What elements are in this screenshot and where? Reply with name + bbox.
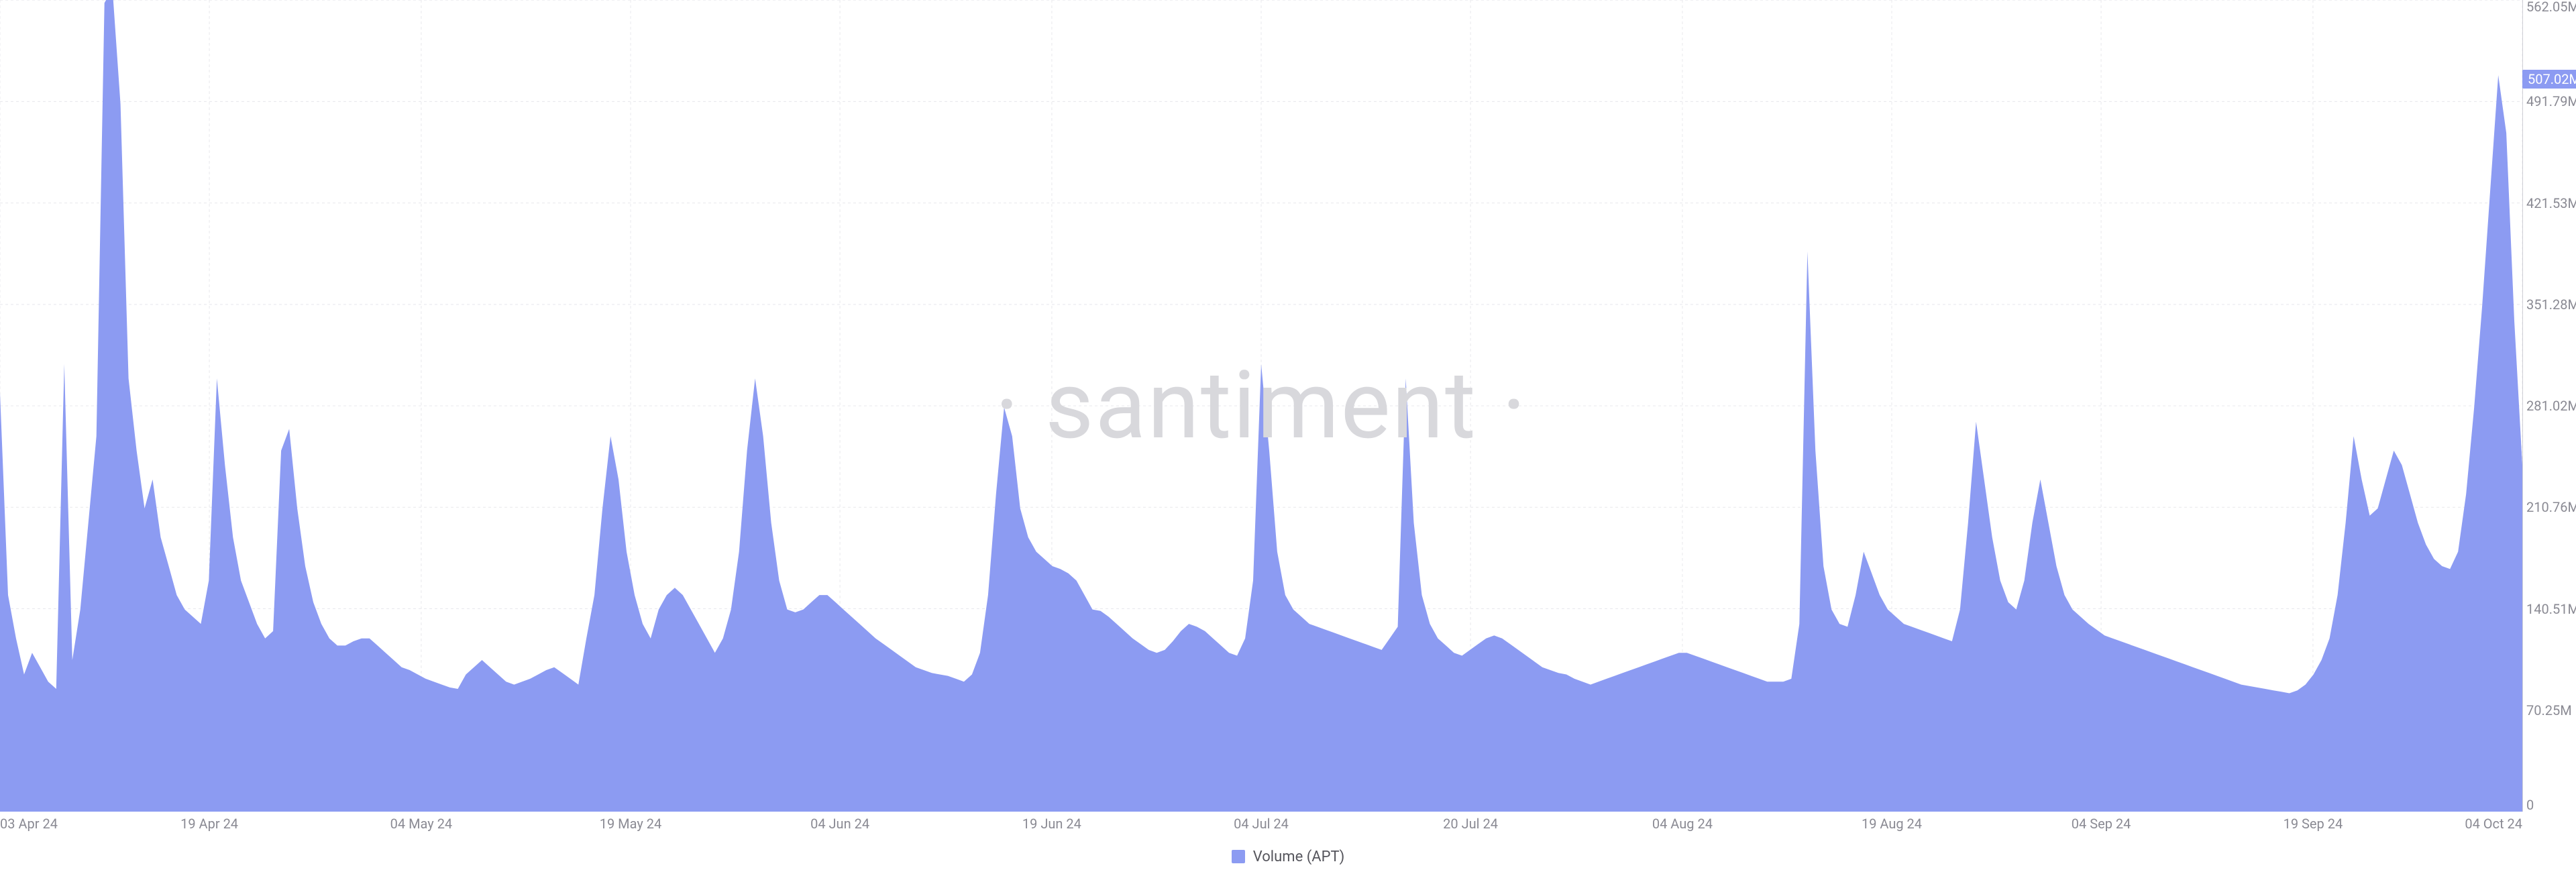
x-tick-label: 04 Jun 24 xyxy=(810,816,869,832)
y-tick-label: 421.53M xyxy=(2526,195,2576,211)
x-tick-label: 04 May 24 xyxy=(390,816,453,832)
x-tick-label: 04 Aug 24 xyxy=(1652,816,1713,832)
legend: Volume (APT) xyxy=(0,841,2576,872)
x-tick-label: 04 Sep 24 xyxy=(2072,816,2131,832)
plot-area[interactable]: · santiment · xyxy=(0,0,2522,812)
volume-chart: · santiment · 0 70.25M 140.51M 210.76M 281.0… xyxy=(0,0,2576,872)
y-tick-label: 140.51M xyxy=(2526,601,2576,617)
x-tick-label: 20 Jul 24 xyxy=(1443,816,1498,832)
y-tick-label: 562.05M xyxy=(2526,0,2576,15)
x-tick-label: 03 Apr 24 xyxy=(0,816,58,832)
x-axis: 03 Apr 24 19 Apr 24 04 May 24 19 May 24 04 J… xyxy=(0,812,2522,838)
y-axis: 0 70.25M 140.51M 210.76M 281.02M 351.28M 421.5… xyxy=(2522,0,2576,812)
x-tick-label: 19 Aug 24 xyxy=(1862,816,1922,832)
x-tick-label: 04 Jul 24 xyxy=(1234,816,1289,832)
y-tick-label: 70.25M xyxy=(2526,702,2572,718)
y-tick-label: 210.76M xyxy=(2526,499,2576,515)
plot-svg xyxy=(0,0,2522,812)
y-tick-label: 351.28M xyxy=(2526,296,2576,313)
x-tick-label: 19 May 24 xyxy=(600,816,662,832)
x-tick-label: 04 Oct 24 xyxy=(2465,816,2522,832)
x-tick-label: 19 Apr 24 xyxy=(180,816,238,832)
legend-label: Volume (APT) xyxy=(1253,849,1345,865)
legend-swatch xyxy=(1232,850,1245,863)
y-tick-label: 491.79M xyxy=(2526,93,2576,109)
x-tick-label: 19 Sep 24 xyxy=(2284,816,2343,832)
y-tick-label: 281.02M xyxy=(2526,398,2576,414)
y-axis-line xyxy=(2522,0,2523,812)
x-tick-label: 19 Jun 24 xyxy=(1022,816,1081,832)
current-value-badge: 507.02M xyxy=(2522,70,2576,89)
y-tick-label: 0 xyxy=(2526,797,2534,813)
